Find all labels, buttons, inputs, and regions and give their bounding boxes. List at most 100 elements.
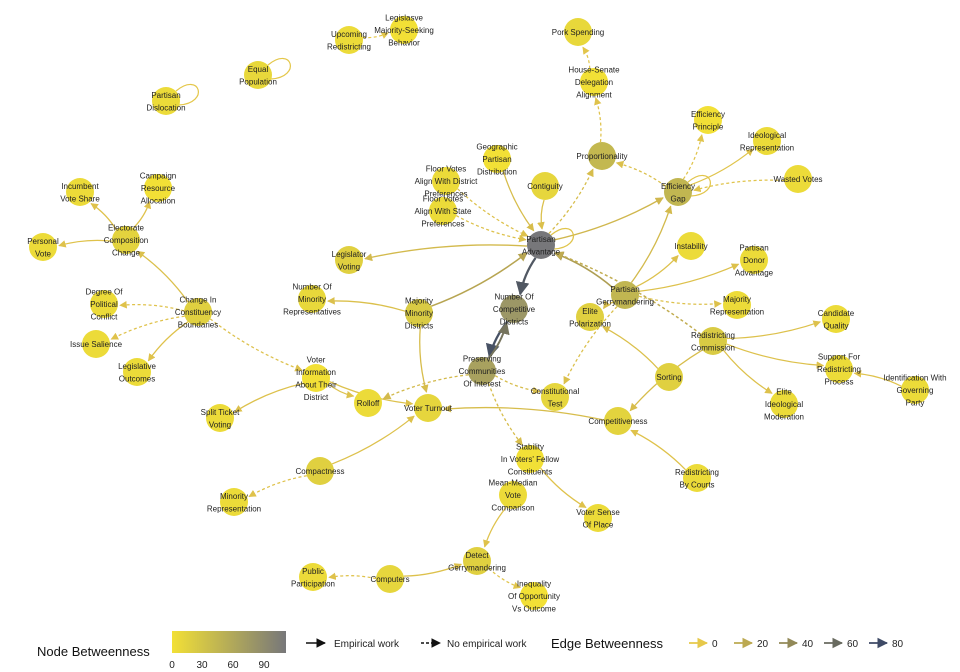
node-label: Split Ticket <box>201 408 240 417</box>
node-legis: Legislasve Majority-Seeking Behavior <box>374 14 434 48</box>
node-upcoming: Upcoming Redistricting <box>327 26 371 54</box>
node-label: Partisan <box>610 285 639 294</box>
node-label: Vs Outcome <box>512 605 557 614</box>
edge-housesenate-to-pork <box>582 46 591 69</box>
node-label: Detect <box>465 551 489 560</box>
node-sorting: Sorting <box>655 363 683 391</box>
edge-legend-tick: 60 <box>847 639 859 650</box>
node-detect: Detect Gerrymandering <box>448 547 506 575</box>
node-degreepol: Degree Of Political Conflict <box>86 288 124 322</box>
node-label: Elite <box>776 388 792 397</box>
node-inequality: Inequality Of Opportunity Vs Outcome <box>508 580 560 614</box>
node-electcomp: Electorate Composition Change <box>104 224 148 258</box>
node-label: Test <box>548 399 563 408</box>
node-label: Principle <box>693 122 724 131</box>
node-ideorep: Ideological Representation <box>740 127 794 155</box>
node-label: Inequality <box>517 580 551 589</box>
node-label: Behavior <box>388 39 420 48</box>
edge-effgap-to-proportionality <box>615 160 666 187</box>
node-competitiveness: Competitiveness <box>588 407 648 435</box>
node-label: Change <box>112 249 141 258</box>
edge-legend-tick: 20 <box>757 639 769 650</box>
node-label: Population <box>239 77 277 86</box>
node-circle <box>463 547 491 575</box>
node-label: Redistricting <box>691 331 735 340</box>
node-label: Voter Turnout <box>404 404 453 413</box>
node-label: Ideological <box>748 131 786 140</box>
node-wasted: Wasted Votes <box>773 165 823 193</box>
node-label: Identification With <box>883 374 946 383</box>
node-circle <box>520 582 548 610</box>
node-tick: 90 <box>258 660 270 671</box>
edge-redistcomm-to-candqual <box>726 320 821 340</box>
edge-legend-keys: 0 20 40 60 80 <box>689 637 904 650</box>
node-circle <box>901 376 929 404</box>
node-label: Outcomes <box>119 374 155 383</box>
node-circle <box>354 389 382 417</box>
node-stability: Stability In Voters' Fellow Constituents <box>501 443 560 477</box>
edge-redistcomm-to-supportredist <box>726 343 825 369</box>
node-circle <box>405 299 433 327</box>
node-circle <box>123 358 151 386</box>
node-circle <box>664 178 692 206</box>
node-label: Align With District <box>415 177 478 186</box>
node-effgap: Efficiency Gap <box>661 178 695 206</box>
node-circle <box>753 127 781 155</box>
edge-electcomp-to-campaign <box>132 200 152 229</box>
node-label: District <box>304 393 329 402</box>
node-partisanadv: Partisan Advantage <box>522 231 561 259</box>
node-legoutcomes: Legislative Outcomes <box>118 358 156 386</box>
node-label: Minority <box>298 295 326 304</box>
node-issuesal: Issue Salience <box>70 330 123 358</box>
node-label: Gap <box>670 194 686 203</box>
node-circle <box>29 233 57 261</box>
edge-contiguity-to-partisanadv <box>537 199 545 230</box>
edge-legend-tick: 0 <box>712 639 718 650</box>
node-circle <box>500 295 528 323</box>
node-label: Dislocation <box>146 103 185 112</box>
node-label: Partisan <box>739 244 768 253</box>
node-majrep: Majority Representation <box>710 291 764 319</box>
edge-effgap-to-ideorep <box>689 148 754 186</box>
node-circle <box>683 464 711 492</box>
node-floorvotes2: Floor Votes Align With State Preferences <box>415 195 472 229</box>
node-label: Competitive <box>493 305 536 314</box>
node-label: Majority <box>723 295 751 304</box>
node-label: Preferences <box>421 220 464 229</box>
edge-detect-to-inequality <box>488 567 522 589</box>
edge-legend-tick: 40 <box>802 639 814 650</box>
node-circle <box>784 165 812 193</box>
edge-majminority-to-partisanadv <box>430 252 528 307</box>
node-label: Upcoming <box>331 30 367 39</box>
edge-legend-tick: 80 <box>892 639 904 650</box>
edge-majminority-to-voterturnout <box>419 326 429 393</box>
node-label: Gerrymandering <box>596 297 654 306</box>
node-voterinfo: Voter Information About Their District <box>295 355 337 402</box>
node-circle <box>335 246 363 274</box>
edge-idwithgov-to-supportredist <box>853 370 902 387</box>
node-label: Vote Share <box>60 194 100 203</box>
node-compactness: Compactness <box>296 457 344 485</box>
node-label: Alignment <box>576 91 612 100</box>
edge-equalpop-to-equalpop <box>267 57 291 80</box>
edge-computers-to-detect <box>403 563 463 577</box>
node-label: Distribution <box>477 168 517 177</box>
node-label: Information <box>296 368 336 377</box>
node-label: Number Of <box>292 283 332 292</box>
legend: Node Betweenness 0 30 60 90 Empirical wo… <box>37 631 904 671</box>
node-candqual: Candidate Quality <box>818 305 855 333</box>
edge-partisangerry-to-donor <box>638 263 740 292</box>
node-label: By Courts <box>679 480 714 489</box>
edge-partisanadv-to-numcompetitive <box>515 257 537 296</box>
edge-meanmedian-to-detect <box>483 506 507 548</box>
no-empirical-legend-label: No empirical work <box>447 639 527 650</box>
nodes-layer: Upcoming Redistricting Legislasve Majority-… <box>27 14 946 614</box>
edge-wasted-to-effgap <box>693 179 785 193</box>
node-label: Degree Of <box>86 288 124 297</box>
node-circle <box>770 390 798 418</box>
node-tick: 60 <box>227 660 239 671</box>
node-circle <box>723 291 751 319</box>
node-campaign: Campaign Resource Allocation <box>140 172 176 206</box>
node-label: Ideological <box>765 400 803 409</box>
